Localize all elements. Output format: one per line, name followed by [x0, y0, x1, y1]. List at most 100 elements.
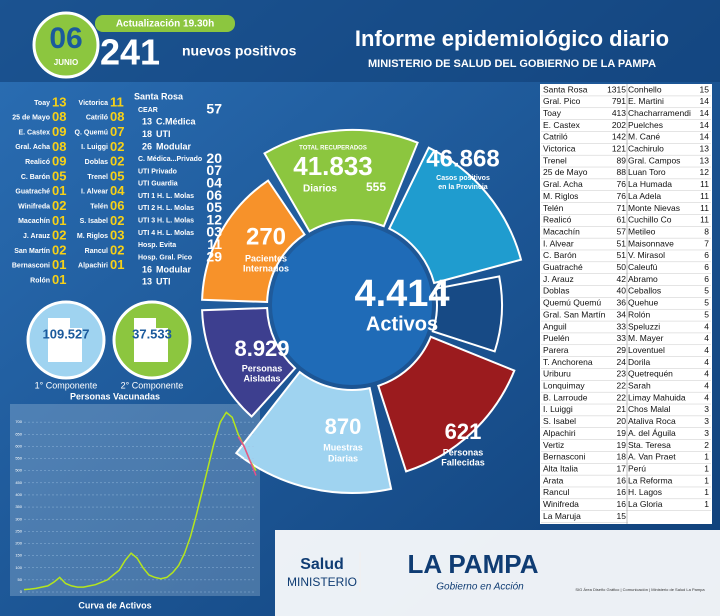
y-tick-label: 300: [15, 516, 22, 521]
chart-xlabel: Curva de Activos: [78, 600, 151, 610]
cases: 46.868: [426, 145, 499, 172]
table-value: 6: [704, 274, 709, 284]
table-value: 40: [617, 286, 627, 296]
table-name: Rancul: [543, 487, 570, 497]
hospital-label: Hosp. Gral. Pico: [138, 254, 192, 261]
hospital-label: UTI 4 H. L. Molas: [138, 230, 194, 237]
y-tick-label: 700: [15, 419, 22, 424]
locality-name: Bernasconi: [12, 263, 50, 270]
isolated-label: Aisladas: [243, 373, 280, 383]
table-name: I. Luiggi: [543, 404, 573, 414]
new-positives: 241: [100, 32, 160, 73]
segment-recovered: [263, 128, 419, 233]
daily: 555: [366, 180, 386, 194]
locality-value: 01: [110, 257, 124, 272]
table-value: 18: [617, 452, 627, 462]
table-value: 5: [704, 298, 709, 308]
deaths-label: Personas: [443, 447, 484, 457]
date-month: JUNIO: [54, 58, 78, 67]
table-name: H. Lagos: [628, 487, 662, 497]
table-value: 1: [704, 463, 709, 473]
table-name: Telén: [543, 203, 564, 213]
locality-value: 07: [110, 124, 124, 139]
ring-center: [272, 225, 432, 385]
table-value: 1: [704, 475, 709, 485]
locality-name: Q. Quemú: [75, 129, 108, 136]
table-value: 3: [704, 404, 709, 414]
table-name: Victorica: [543, 144, 576, 154]
hospital-label: Hosp. Evita: [138, 242, 176, 249]
locality-value: 13: [52, 94, 66, 109]
table-value: 33: [617, 321, 627, 331]
table-name: V. Mirasol: [628, 250, 665, 260]
table-value: 20: [617, 416, 627, 426]
locality-name: I. Alvear: [81, 189, 108, 196]
table-value: 15: [617, 511, 627, 521]
update-text: Actualización 19.30h: [116, 19, 214, 30]
hospitalized-label: Pacientes: [245, 253, 287, 263]
table-name: Alta Italia: [543, 463, 578, 473]
table-name: Ataliva Roca: [628, 416, 676, 426]
table-name: Chos Malal: [628, 404, 671, 414]
table-value: 4: [704, 357, 709, 367]
table-value: 11: [700, 179, 709, 189]
table-name: Luan Toro: [628, 167, 666, 177]
table-value: 4: [704, 369, 709, 379]
table-value: 36: [617, 298, 627, 308]
table-name: Catriló: [543, 132, 568, 142]
table-value: 4: [704, 333, 709, 343]
table-name: Speluzzi: [628, 321, 660, 331]
table-value: 7: [704, 238, 709, 248]
locality-name: Rolón: [30, 277, 50, 284]
table-name: Anguil: [543, 321, 567, 331]
table-name: Bernasconi: [543, 452, 586, 462]
table-value: 16: [617, 499, 627, 509]
table-value: 16: [617, 475, 627, 485]
hospital-count: 05: [206, 199, 222, 215]
table-name: Alpachiri: [543, 428, 576, 438]
locality-value: 05: [110, 168, 124, 183]
footer-ministerio: MINISTERIO: [287, 575, 357, 589]
table-name: J. Arauz: [543, 274, 574, 284]
table-name: Guatraché: [543, 262, 583, 272]
samples-label: Diarias: [328, 453, 358, 463]
locality-name: Winifreda: [18, 203, 50, 210]
recovered-label: TOTAL RECUPERADOS: [299, 146, 367, 152]
locality-name: Catriló: [86, 115, 108, 122]
y-tick-label: 450: [15, 480, 22, 485]
y-tick-label: 400: [15, 492, 22, 497]
deaths-label: Fallecidas: [441, 457, 485, 467]
table-name: M. Riglos: [543, 191, 578, 201]
table-value: 61: [617, 215, 627, 225]
table-name: I. Alvear: [543, 238, 574, 248]
locality-name: E. Castex: [18, 129, 50, 136]
header-band: [0, 0, 720, 82]
table-name: Sarah: [628, 381, 651, 391]
locality-name: Realicó: [25, 159, 50, 166]
table-value: 19: [617, 428, 627, 438]
hospital-label: UTI Privado: [138, 168, 177, 175]
hospital-label: UTI Guardia: [138, 181, 178, 188]
y-tick-label: 250: [15, 528, 22, 533]
table-value: 57: [617, 226, 627, 236]
table-name: Gral. Acha: [543, 179, 583, 189]
table-name: 25 de Mayo: [543, 167, 588, 177]
map-shape-1: [48, 318, 82, 362]
table-value: 76: [617, 179, 627, 189]
table-name: Cuchillo Co: [628, 215, 672, 225]
vaccine-second: 37.533: [132, 326, 172, 341]
table-name: La Gloria: [628, 499, 663, 509]
y-tick-label: 50: [18, 577, 23, 582]
table-name: C. Barón: [543, 250, 577, 260]
hospital-count: 13: [142, 277, 152, 287]
daily-label: Diarios: [303, 184, 337, 195]
table-name: Quemú Quemú: [543, 298, 601, 308]
table-name: M. Cané: [628, 132, 660, 142]
table-value: 15: [700, 84, 710, 94]
table-name: Sta. Teresa: [628, 440, 671, 450]
locality-value: 01: [52, 272, 66, 287]
table-value: 50: [617, 262, 627, 272]
series-line: [23, 411, 257, 591]
map-shape-2: [134, 318, 168, 362]
